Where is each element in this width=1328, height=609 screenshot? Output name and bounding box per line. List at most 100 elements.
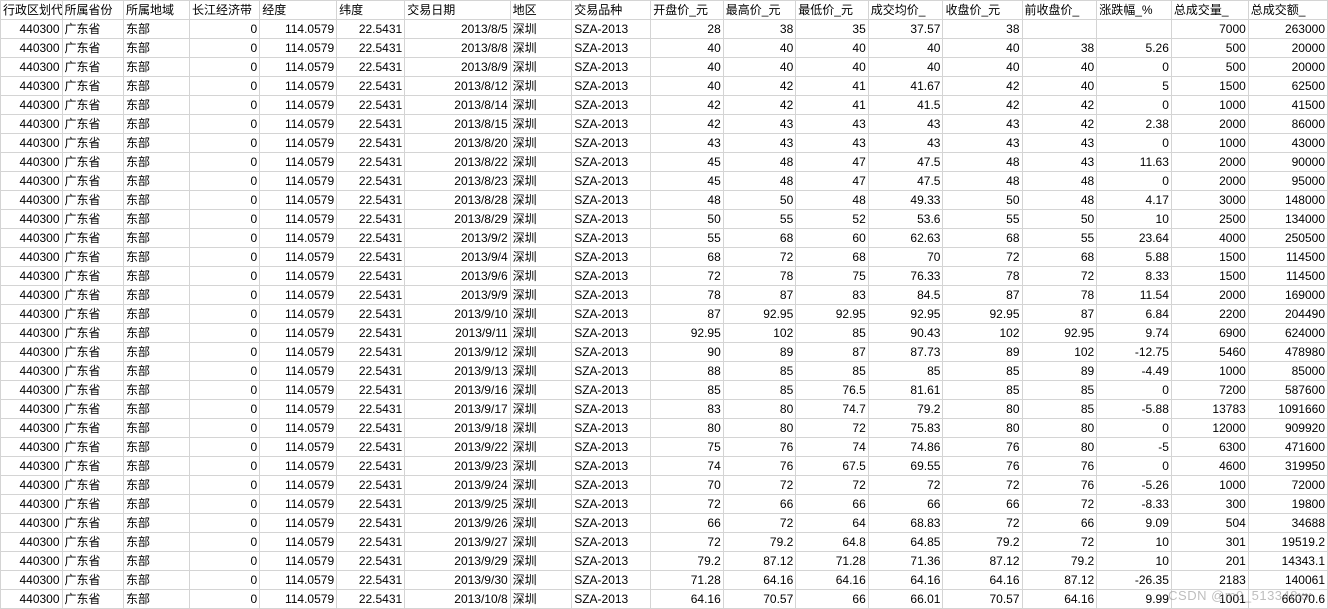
cell[interactable]: 2013/9/17: [405, 400, 510, 419]
cell[interactable]: SZA-2013: [572, 39, 651, 58]
cell[interactable]: 114.0579: [260, 381, 337, 400]
cell[interactable]: 2013/9/27: [405, 533, 510, 552]
cell[interactable]: 9.09: [1097, 514, 1172, 533]
table-row[interactable]: 440300广东省东部0114.057922.54312013/9/29深圳SZ…: [1, 552, 1328, 571]
cell[interactable]: 440300: [1, 343, 63, 362]
cell[interactable]: 72: [943, 476, 1022, 495]
cell[interactable]: 78: [943, 267, 1022, 286]
cell[interactable]: 66: [868, 495, 943, 514]
cell[interactable]: 42: [651, 115, 724, 134]
cell[interactable]: 2013/9/24: [405, 476, 510, 495]
cell[interactable]: 41.5: [868, 96, 943, 115]
cell[interactable]: -12.75: [1097, 343, 1172, 362]
cell[interactable]: 8.33: [1097, 267, 1172, 286]
table-row[interactable]: 440300广东省东部0114.057922.54312013/9/22深圳SZ…: [1, 438, 1328, 457]
table-row[interactable]: 440300广东省东部0114.057922.54312013/9/12深圳SZ…: [1, 343, 1328, 362]
cell[interactable]: 52: [796, 210, 869, 229]
cell[interactable]: 34688: [1248, 514, 1327, 533]
cell[interactable]: 76.33: [868, 267, 943, 286]
cell[interactable]: 2013/9/4: [405, 248, 510, 267]
cell[interactable]: 114.0579: [260, 39, 337, 58]
cell[interactable]: 广东省: [62, 58, 124, 77]
cell[interactable]: 85: [796, 362, 869, 381]
cell[interactable]: 广东省: [62, 267, 124, 286]
cell[interactable]: 40: [796, 58, 869, 77]
cell[interactable]: 0: [189, 457, 259, 476]
cell[interactable]: SZA-2013: [572, 457, 651, 476]
cell[interactable]: 广东省: [62, 533, 124, 552]
cell[interactable]: 广东省: [62, 172, 124, 191]
cell[interactable]: 114.0579: [260, 305, 337, 324]
column-header[interactable]: 成交均价_: [868, 1, 943, 20]
cell[interactable]: 87: [796, 343, 869, 362]
cell[interactable]: 78: [723, 267, 796, 286]
cell[interactable]: 440300: [1, 476, 63, 495]
cell[interactable]: 22.5431: [337, 20, 405, 39]
cell[interactable]: 48: [796, 191, 869, 210]
cell[interactable]: 72: [868, 476, 943, 495]
cell[interactable]: 1500: [1171, 267, 1248, 286]
cell[interactable]: 72: [723, 514, 796, 533]
cell[interactable]: SZA-2013: [572, 248, 651, 267]
cell[interactable]: 74.7: [796, 400, 869, 419]
cell[interactable]: 0: [189, 324, 259, 343]
cell[interactable]: 2000: [1171, 286, 1248, 305]
cell[interactable]: 东部: [124, 286, 190, 305]
cell[interactable]: 43: [1022, 153, 1097, 172]
cell[interactable]: 86000: [1248, 115, 1327, 134]
cell[interactable]: 64.16: [943, 571, 1022, 590]
cell[interactable]: 114.0579: [260, 248, 337, 267]
cell[interactable]: 0: [189, 400, 259, 419]
cell[interactable]: 114.0579: [260, 476, 337, 495]
cell[interactable]: 0: [189, 77, 259, 96]
cell[interactable]: 300: [1171, 495, 1248, 514]
cell[interactable]: 23.64: [1097, 229, 1172, 248]
cell[interactable]: 3000: [1171, 191, 1248, 210]
cell[interactable]: -8.33: [1097, 495, 1172, 514]
cell[interactable]: 40: [723, 58, 796, 77]
cell[interactable]: 48: [1022, 172, 1097, 191]
cell[interactable]: 440300: [1, 419, 63, 438]
cell[interactable]: 2013/8/22: [405, 153, 510, 172]
cell[interactable]: 42: [651, 96, 724, 115]
cell[interactable]: 85: [1022, 381, 1097, 400]
cell[interactable]: 80: [1022, 419, 1097, 438]
cell[interactable]: 东部: [124, 77, 190, 96]
cell[interactable]: SZA-2013: [572, 362, 651, 381]
cell[interactable]: 1000: [1171, 134, 1248, 153]
cell[interactable]: 500: [1171, 39, 1248, 58]
column-header[interactable]: 涨跌幅_%: [1097, 1, 1172, 20]
cell[interactable]: 深圳: [510, 20, 572, 39]
cell[interactable]: 48: [1022, 191, 1097, 210]
cell[interactable]: 深圳: [510, 419, 572, 438]
cell[interactable]: 2000: [1171, 172, 1248, 191]
cell[interactable]: SZA-2013: [572, 153, 651, 172]
cell[interactable]: 114.0579: [260, 134, 337, 153]
column-header[interactable]: 前收盘价_: [1022, 1, 1097, 20]
cell[interactable]: 深圳: [510, 267, 572, 286]
cell[interactable]: 87.12: [943, 552, 1022, 571]
cell[interactable]: SZA-2013: [572, 590, 651, 609]
cell[interactable]: 东部: [124, 400, 190, 419]
cell[interactable]: 62.63: [868, 229, 943, 248]
cell[interactable]: 83: [651, 400, 724, 419]
cell[interactable]: 东部: [124, 381, 190, 400]
cell[interactable]: 东部: [124, 571, 190, 590]
cell[interactable]: 114500: [1248, 248, 1327, 267]
cell[interactable]: 2013/9/30: [405, 571, 510, 590]
cell[interactable]: 东部: [124, 457, 190, 476]
cell[interactable]: SZA-2013: [572, 343, 651, 362]
cell[interactable]: 478980: [1248, 343, 1327, 362]
cell[interactable]: 广东省: [62, 419, 124, 438]
table-row[interactable]: 440300广东省东部0114.057922.54312013/8/8深圳SZA…: [1, 39, 1328, 58]
cell[interactable]: 东部: [124, 229, 190, 248]
cell[interactable]: 东部: [124, 210, 190, 229]
cell[interactable]: 6900: [1171, 324, 1248, 343]
cell[interactable]: 11.54: [1097, 286, 1172, 305]
cell[interactable]: 43000: [1248, 134, 1327, 153]
cell[interactable]: 79.2: [943, 533, 1022, 552]
cell[interactable]: 35: [796, 20, 869, 39]
cell[interactable]: 40: [1022, 77, 1097, 96]
table-row[interactable]: 440300广东省东部0114.057922.54312013/8/12深圳SZ…: [1, 77, 1328, 96]
cell[interactable]: 440300: [1, 267, 63, 286]
